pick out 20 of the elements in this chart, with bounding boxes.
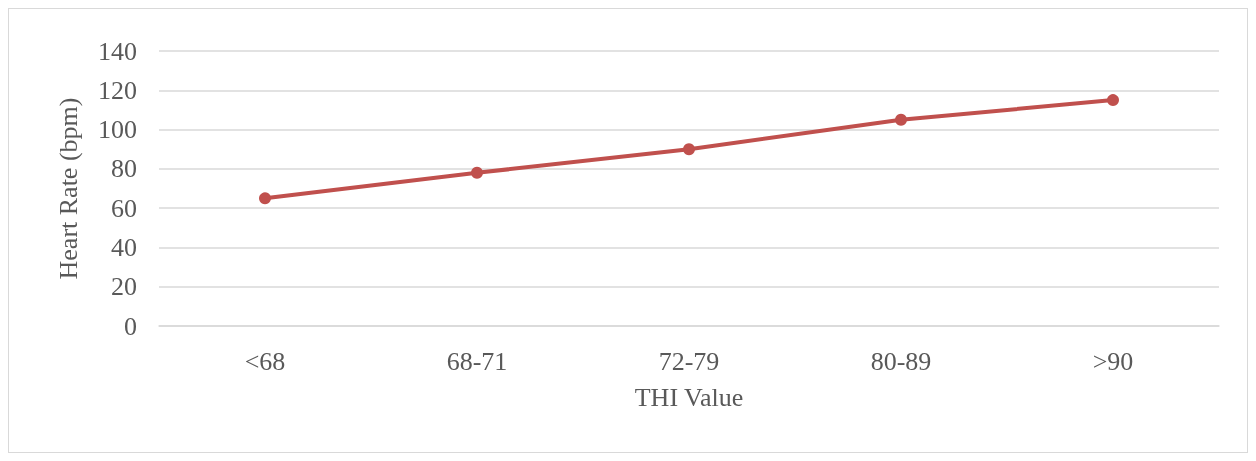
x-tick-label: >90 [1092, 346, 1134, 376]
x-tick-label: <68 [244, 346, 286, 376]
point [259, 192, 271, 205]
y-tick-label: 20 [111, 272, 137, 302]
point [1107, 94, 1119, 107]
y-tick-label: 140 [98, 36, 137, 66]
y-tick-label: 120 [98, 75, 137, 105]
point [683, 143, 695, 156]
y-axis-title: Heart Rate (bpm) [53, 97, 83, 280]
point [895, 113, 907, 126]
x-axis-title: THI Value [634, 382, 744, 412]
x-tick-label: 80-89 [870, 346, 932, 376]
y-tick-label: 40 [111, 232, 137, 262]
y-tick-label: 0 [124, 311, 137, 341]
x-tick-label: 72-79 [658, 346, 720, 376]
y-tick-label: 100 [98, 115, 137, 145]
x-tick-label: 68-71 [446, 346, 508, 376]
y-tick-label: 60 [111, 193, 137, 223]
point [471, 166, 483, 179]
y-tick-label: 80 [111, 154, 137, 184]
